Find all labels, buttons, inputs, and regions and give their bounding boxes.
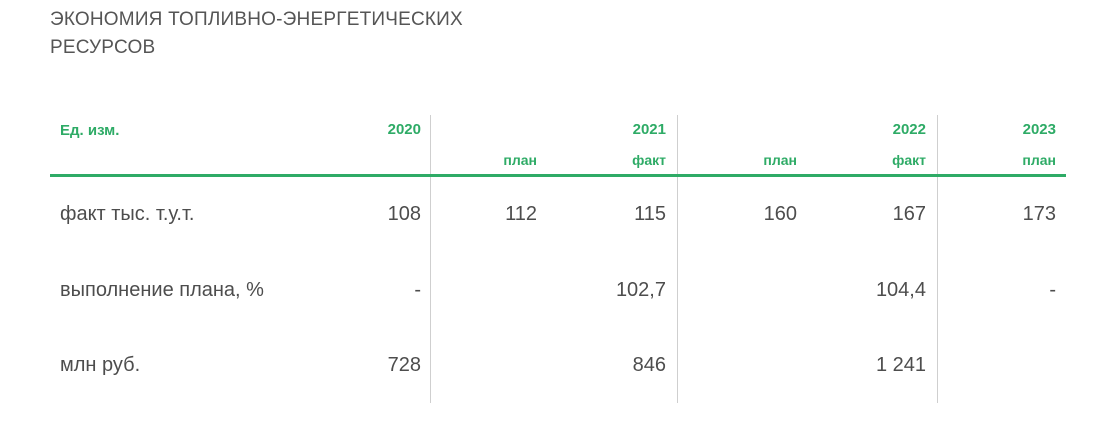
cell-fact-2022: 167 [892,203,926,225]
subheader-plan-2023: план [1022,152,1056,168]
cell-2020: 728 [387,354,421,376]
unit-header: Ед. изм. [60,122,120,139]
title-line-2: РЕСУРСОВ [50,37,156,58]
title-line-1: ЭКОНОМИЯ ТОПЛИВНО-ЭНЕРГЕТИЧЕСКИХ [50,9,463,30]
year-2020-header: 2020 [387,121,421,138]
cell-plan-2021: 112 [505,203,537,225]
year-2022-header: 2022 [892,121,926,138]
year-2023-header: 2023 [1022,121,1056,138]
column-divider [937,115,938,403]
subheader-plan-2021: план [503,152,537,168]
cell-fact-2022: 104,4 [875,279,926,301]
cell-plan-2023: 173 [1022,203,1056,225]
column-divider [430,115,431,403]
cell-2020: - [414,279,421,301]
cell-plan-2023: - [1049,279,1056,301]
page-title: ЭКОНОМИЯ ТОПЛИВНО-ЭНЕРГЕТИЧЕСКИХ РЕСУРСО… [50,6,650,62]
cell-fact-2021: 102,7 [615,279,666,301]
year-2021-header: 2021 [632,121,666,138]
row-label: факт тыс. т.у.т. [60,203,195,225]
subheader-fact-2022: факт [892,152,926,168]
cell-fact-2022: 1 241 [875,354,926,376]
row-label: выполнение плана, % [60,279,264,301]
cell-fact-2021: 115 [634,203,666,225]
cell-2020: 108 [387,203,421,225]
cell-plan-2022: 160 [763,203,797,225]
row-label: млн руб. [60,354,141,376]
subheader-fact-2021: факт [632,152,666,168]
cell-fact-2021: 846 [632,354,666,376]
column-divider [677,115,678,403]
header-divider [50,174,1066,177]
subheader-plan-2022: план [763,152,797,168]
